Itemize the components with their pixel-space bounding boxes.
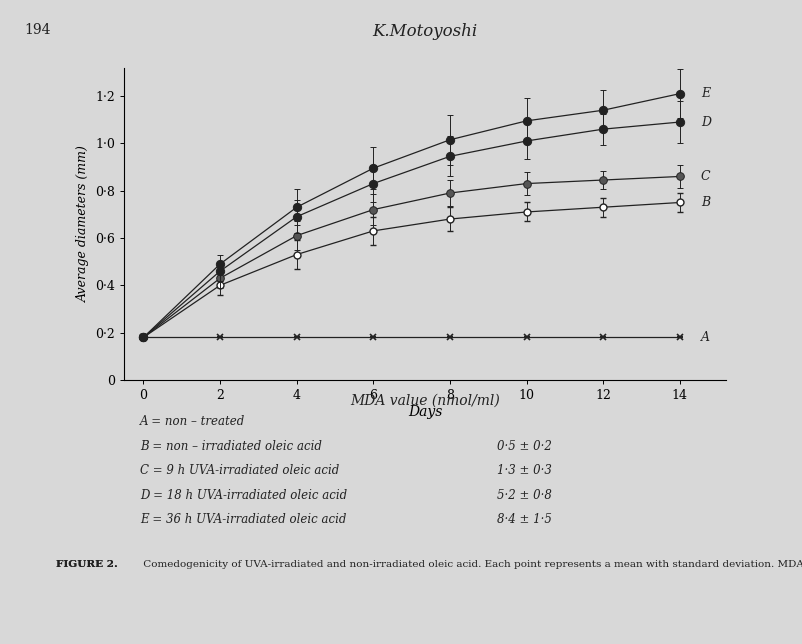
Y-axis label: Average diameters (mm): Average diameters (mm) <box>77 146 90 302</box>
Text: 5·2 ± 0·8: 5·2 ± 0·8 <box>497 489 552 502</box>
Text: Comedogenicity of UVA-irradiated and non-irradiated oleic acid. Each point repre: Comedogenicity of UVA-irradiated and non… <box>140 560 802 569</box>
Text: FIGURE 2.: FIGURE 2. <box>56 560 118 569</box>
X-axis label: Days: Days <box>408 405 442 419</box>
Text: C: C <box>701 170 711 183</box>
Text: 1·3 ± 0·3: 1·3 ± 0·3 <box>497 464 552 477</box>
Text: C = 9 h UVA-irradiated oleic acid: C = 9 h UVA-irradiated oleic acid <box>140 464 339 477</box>
Text: MDA value (nmol/ml): MDA value (nmol/ml) <box>350 394 500 408</box>
Text: E: E <box>701 87 710 100</box>
Text: 194: 194 <box>24 23 51 37</box>
Text: B = non – irradiated oleic acid: B = non – irradiated oleic acid <box>140 440 322 453</box>
Text: 0·5 ± 0·2: 0·5 ± 0·2 <box>497 440 552 453</box>
Text: A: A <box>701 331 710 344</box>
Text: K.Motoyoshi: K.Motoyoshi <box>372 23 478 39</box>
Text: E = 36 h UVA-irradiated oleic acid: E = 36 h UVA-irradiated oleic acid <box>140 513 346 526</box>
Text: A = non – treated: A = non – treated <box>140 415 245 428</box>
Text: B: B <box>701 196 710 209</box>
Text: FIGURE 2.: FIGURE 2. <box>56 560 118 569</box>
Text: D: D <box>701 115 711 129</box>
Text: 8·4 ± 1·5: 8·4 ± 1·5 <box>497 513 552 526</box>
Text: D = 18 h UVA-irradiated oleic acid: D = 18 h UVA-irradiated oleic acid <box>140 489 347 502</box>
